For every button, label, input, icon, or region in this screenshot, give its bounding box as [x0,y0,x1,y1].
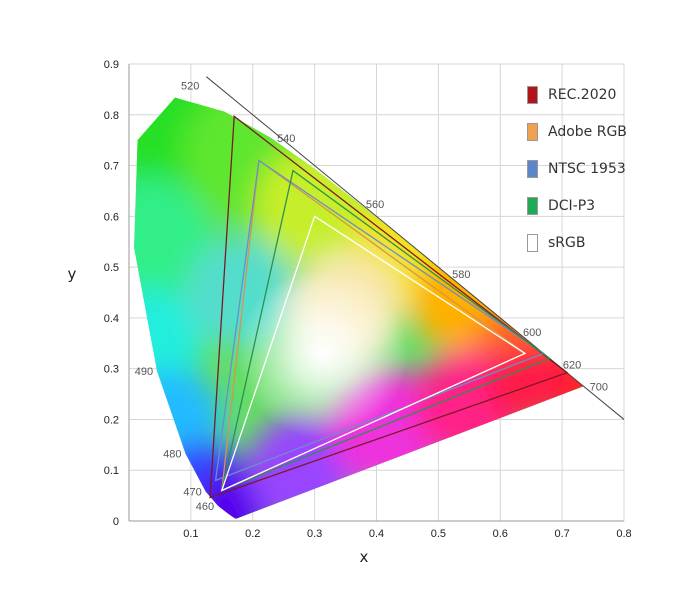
y-tick-label: 0.3 [104,364,119,376]
legend-label: sRGB [548,234,586,251]
legend-label: REC.2020 [548,86,617,103]
axes [128,64,624,522]
wavelength-label: 600 [523,327,541,339]
legend-label: Adobe RGB [548,123,627,140]
gamut-triangles [209,115,569,499]
wavelength-label: 540 [277,133,295,145]
legend-item: DCI-P3 [527,187,667,224]
wavelength-label: 560 [366,199,384,211]
x-tick-label: 0.5 [431,528,446,540]
legend-item: sRGB [527,224,667,261]
legend-swatch [527,196,538,215]
x-axis-title: x [360,548,369,566]
wavelength-label: 490 [135,366,153,378]
x-tick-label: 0.8 [616,528,631,540]
gamut-rec-2020 [209,115,569,499]
tick-labels: 0.1 0.2 0.3 0.4 0.5 0.6 0.7 0.8 0 0.1 0.2 0.3 0.4 0.5… [104,59,632,540]
wavelength-label: 480 [163,449,181,461]
y-tick-label: 0.6 [104,211,119,223]
y-tick-label: 0.8 [104,110,119,122]
y-tick-label: 0.7 [104,161,119,173]
legend-swatch [527,85,538,104]
legend-item: Adobe RGB [527,113,667,150]
horseshoe-colors [134,97,584,519]
wavelength-label: 620 [563,359,581,371]
legend-label: NTSC 1953 [548,160,626,177]
wavelength-label: 580 [452,269,470,281]
y-tick-label: 0 [113,516,119,528]
y-tick-label: 0.9 [104,59,119,71]
spectral-locus [134,97,584,519]
wavelength-labels: 460 470 480 490 520 540 560 580 600 620 700 [135,81,608,513]
y-tick-label: 0.1 [104,465,119,477]
y-tick-label: 0.4 [104,313,119,325]
legend-swatch [527,122,538,141]
x-tick-label: 0.1 [183,528,198,540]
x-tick-label: 0.3 [307,528,322,540]
wavelength-label: 700 [590,381,608,393]
gamut-srgb [220,215,527,492]
y-axis-title: y [68,265,77,283]
gamut-ntsc-1953 [214,159,545,482]
wavelength-label: 470 [183,487,201,499]
x-tick-label: 0.2 [245,528,260,540]
wavelength-label: 520 [181,81,199,93]
wavelength-label: 460 [196,501,214,513]
x-tick-label: 0.6 [493,528,508,540]
legend-swatch [527,233,538,252]
y-tick-label: 0.5 [104,262,119,274]
x-tick-label: 0.7 [554,528,569,540]
legend-label: DCI-P3 [548,197,596,214]
white-point-glow [237,268,408,439]
gamut-dci-p3 [220,169,552,492]
legend-item: REC.2020 [527,76,667,113]
legend: REC.2020 Adobe RGB NTSC 1953 DCI-P3 sRGB [527,76,667,261]
legend-swatch [527,159,538,178]
legend-item: NTSC 1953 [527,150,667,187]
y-tick-label: 0.2 [104,414,119,426]
x-tick-label: 0.4 [369,528,384,540]
